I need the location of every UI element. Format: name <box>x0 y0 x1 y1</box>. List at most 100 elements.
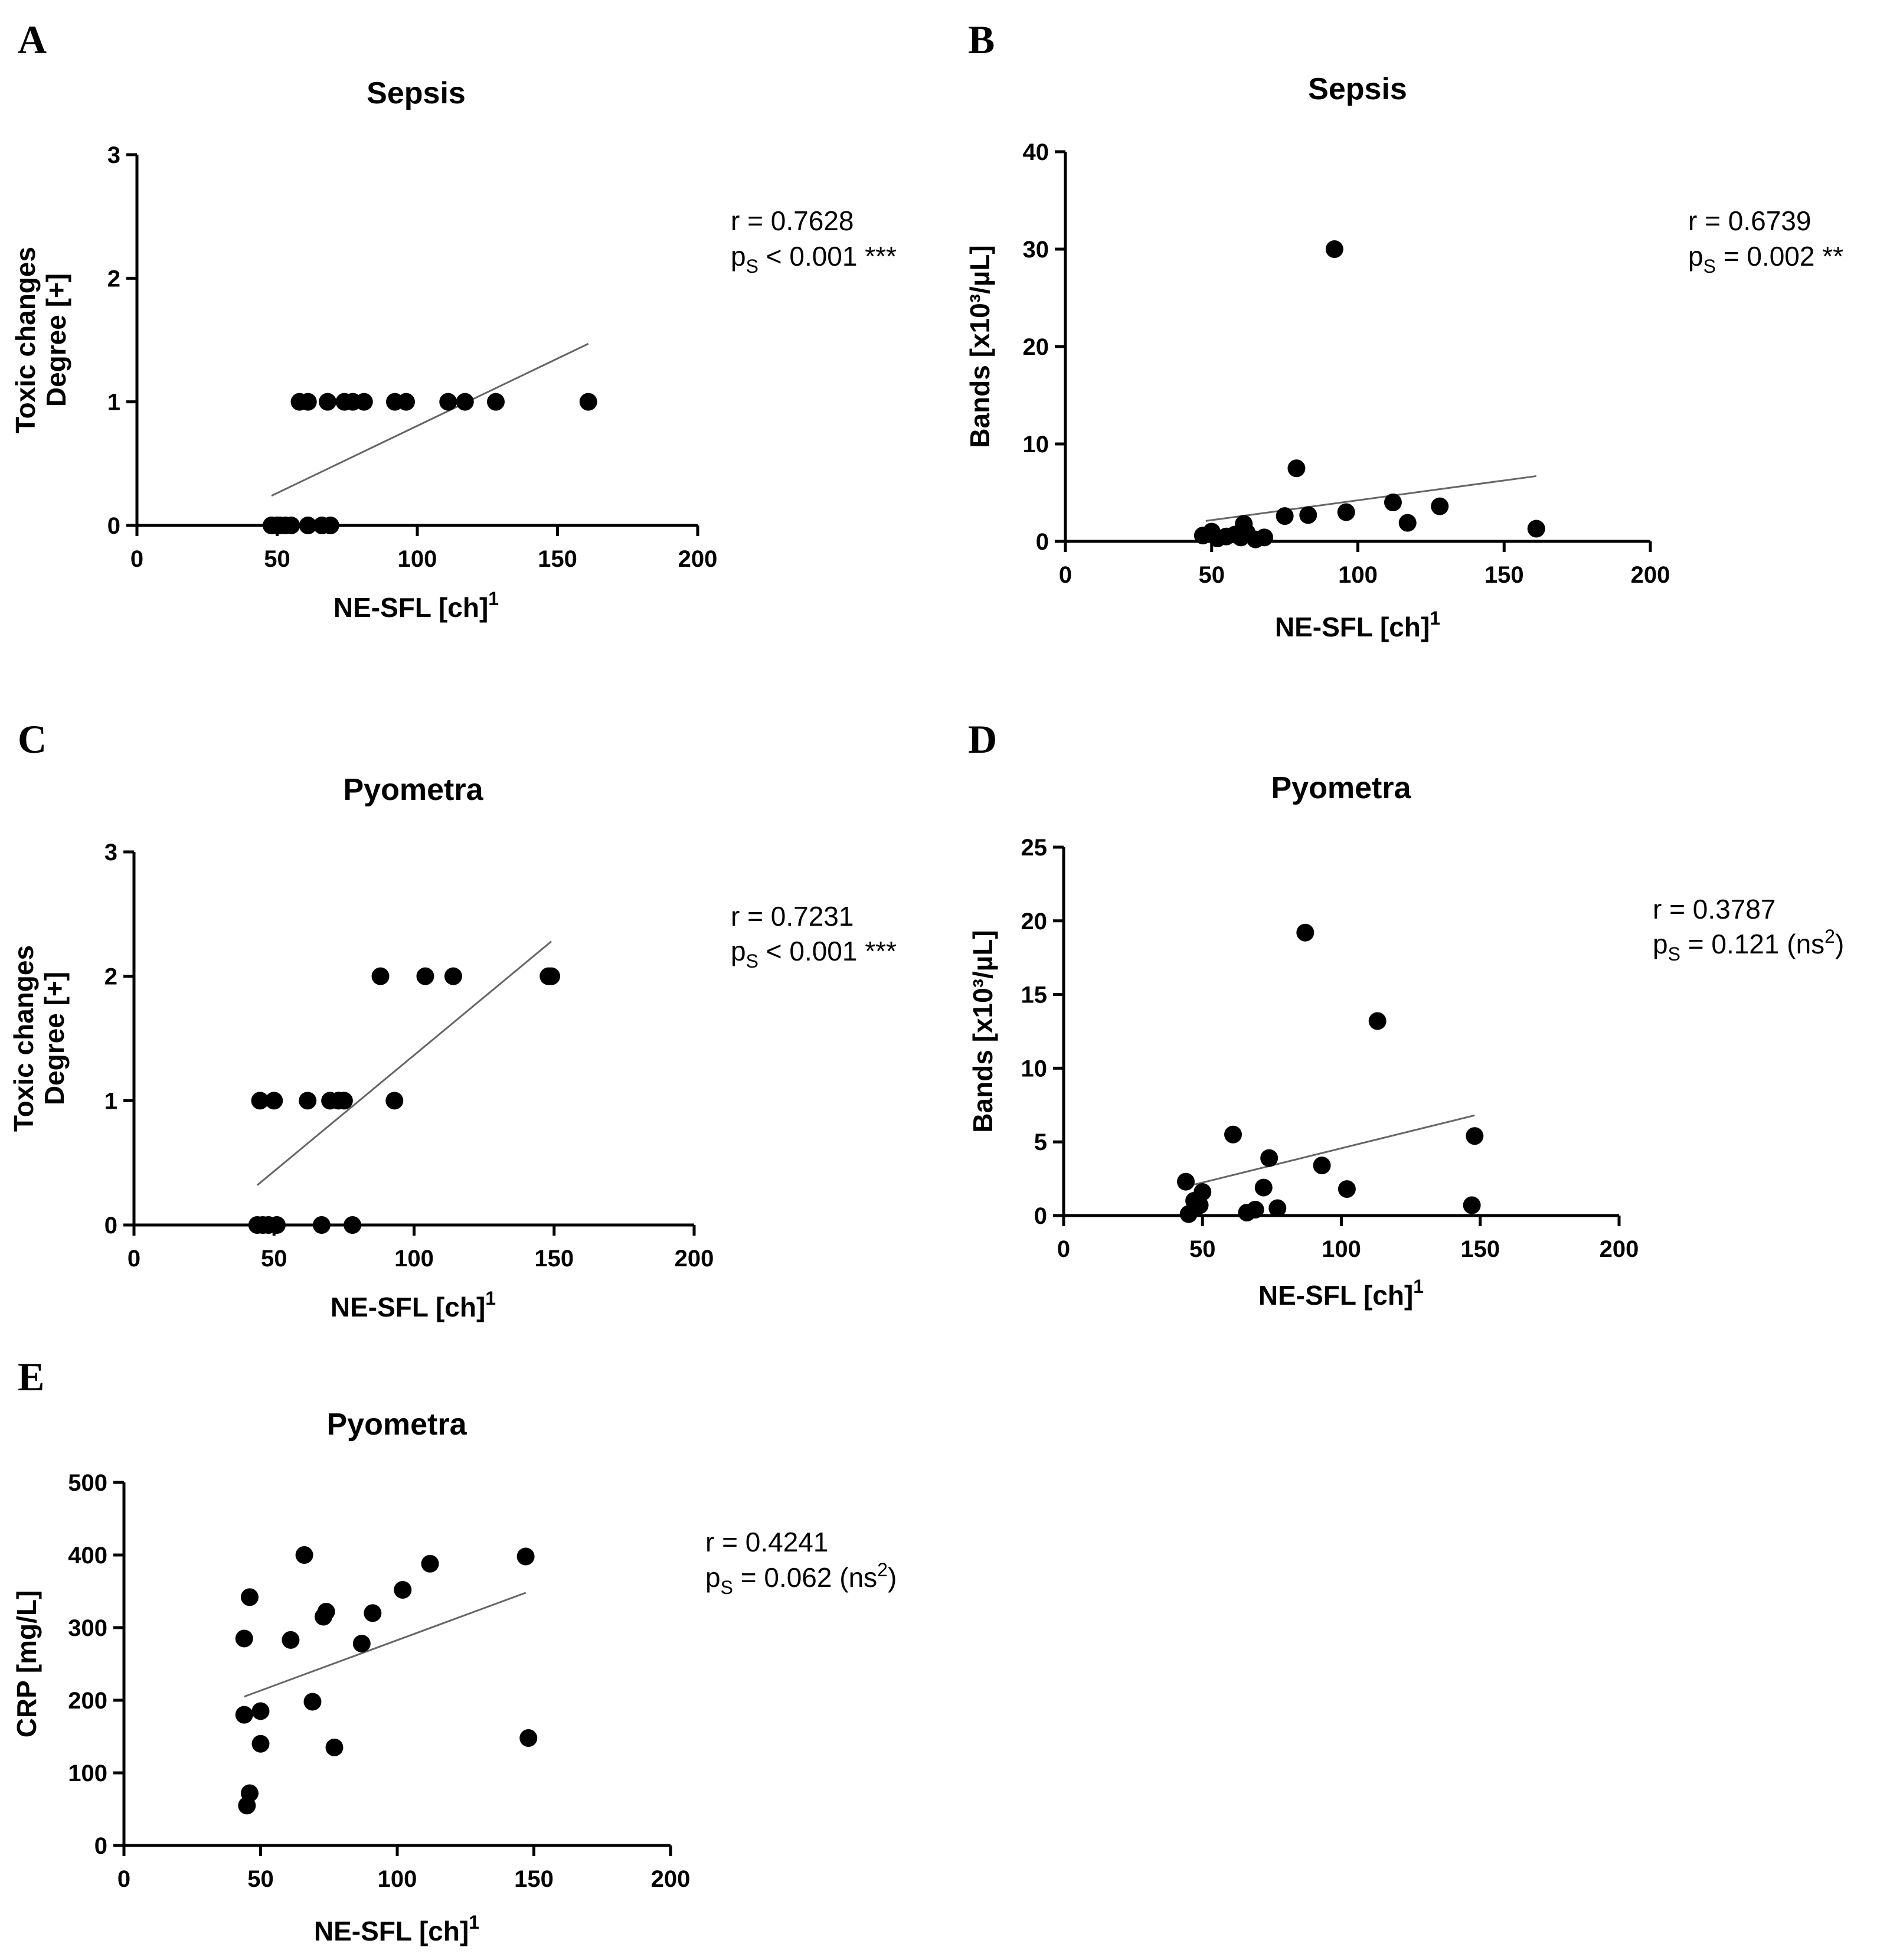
data-point <box>519 1729 538 1747</box>
data-point <box>1338 1180 1356 1198</box>
x-tick-label: 0 <box>117 1866 130 1892</box>
y-tick-label: 500 <box>68 1470 107 1496</box>
y-tick-label: 20 <box>1021 909 1048 935</box>
x-tick-label: 150 <box>514 1866 554 1892</box>
data-point <box>312 1216 331 1234</box>
y-tick-label: 25 <box>1021 835 1048 861</box>
x-tick-label: 100 <box>398 546 437 572</box>
x-tick-label: 200 <box>678 546 718 572</box>
data-point <box>299 1092 317 1110</box>
y-tick-label: 1 <box>107 390 120 416</box>
x-tick-label: 50 <box>264 546 290 572</box>
data-point <box>344 1216 362 1234</box>
panel-b: B Sepsis 0 50 100 150 200 0 10 20 30 40 Bands [x10³/… <box>964 17 1843 642</box>
data-point <box>295 1546 313 1564</box>
data-point <box>439 393 457 411</box>
data-point <box>516 1547 535 1566</box>
data-point <box>1384 494 1402 511</box>
x-axis-label: NE-SFL [ch]1 <box>331 1288 496 1322</box>
x-tick-label: 200 <box>675 1246 714 1272</box>
data-point <box>1527 520 1545 538</box>
y-tick-label: 200 <box>68 1688 107 1714</box>
data-point <box>1296 923 1315 942</box>
data-point <box>421 1554 439 1573</box>
data-point <box>394 1581 412 1599</box>
data-point <box>1287 459 1306 478</box>
x-tick-label: 0 <box>1059 562 1072 588</box>
data-point <box>1193 1183 1212 1201</box>
data-point <box>371 967 390 985</box>
data-point <box>325 1738 344 1756</box>
data-point <box>251 1702 270 1720</box>
y-axis-label: Bands [x10³/µL] <box>964 245 995 447</box>
y-tick-label: 10 <box>1023 432 1049 458</box>
x-axis-label: NE-SFL [ch]1 <box>333 588 499 623</box>
y-tick-label: 5 <box>1034 1129 1047 1155</box>
data-point <box>1246 1201 1264 1219</box>
x-tick-label: 0 <box>127 1246 140 1272</box>
data-point <box>355 393 373 411</box>
panel-letter: B <box>968 17 995 62</box>
data-point <box>444 967 462 985</box>
x-tick-label: 100 <box>394 1246 434 1272</box>
regression-line <box>256 940 552 1186</box>
data-point <box>251 1092 269 1110</box>
x-tick-label: 50 <box>247 1866 274 1892</box>
data-point <box>299 517 317 534</box>
x-tick-label: 50 <box>1189 1236 1216 1262</box>
y-tick-label: 3 <box>104 839 117 865</box>
x-tick-label: 100 <box>378 1866 417 1892</box>
y-tick-label: 15 <box>1021 982 1048 1008</box>
y-tick-label: 40 <box>1023 139 1049 165</box>
data-point <box>1299 506 1317 524</box>
data-point <box>487 393 505 411</box>
data-point <box>1313 1157 1331 1175</box>
data-point <box>1466 1127 1484 1145</box>
x-tick-label: 150 <box>534 1246 574 1272</box>
y-tick-label: 30 <box>1023 237 1049 263</box>
y-tick-label: 2 <box>107 266 120 292</box>
panel-c: C Pyometra 0 50 100 150 200 0 1 2 3 Toxic changesDe… <box>8 717 897 1322</box>
data-point <box>416 967 434 985</box>
y-tick-label: 100 <box>68 1760 107 1786</box>
y-tick-label: 0 <box>1034 1203 1047 1229</box>
stat-p: pS < 0.001 *** <box>731 241 897 277</box>
x-tick-label: 100 <box>1322 1236 1361 1262</box>
regression-line <box>1193 1114 1475 1186</box>
stat-r: r = 0.3787 <box>1653 894 1775 925</box>
regression-line <box>1205 475 1536 522</box>
panel-e: E Pyometra 0 50 100 150 200 0 100 200 300 400 500 CRP… <box>11 1354 897 1946</box>
data-point <box>1260 1149 1278 1167</box>
data-point <box>1268 1199 1287 1217</box>
data-point <box>235 1706 253 1724</box>
y-tick-label: 1 <box>104 1088 117 1114</box>
x-axis-label: NE-SFL [ch]1 <box>1275 607 1440 642</box>
y-tick-label: 10 <box>1021 1056 1048 1082</box>
data-point <box>1276 507 1294 525</box>
data-point <box>235 1629 253 1648</box>
data-point <box>1254 1178 1273 1197</box>
y-axis-label: Bands [x10³/µL] <box>967 930 998 1132</box>
data-point <box>364 1604 382 1622</box>
x-tick-label: 100 <box>1338 562 1378 588</box>
data-point <box>1224 1125 1242 1144</box>
data-point <box>317 1602 335 1621</box>
data-point <box>265 1092 283 1110</box>
x-tick-label: 0 <box>1057 1236 1070 1262</box>
panel-letter: D <box>968 717 997 762</box>
data-point <box>251 1734 270 1753</box>
panel-letter: E <box>18 1354 44 1399</box>
y-tick-label: 300 <box>68 1615 107 1641</box>
x-axis-label: NE-SFL [ch]1 <box>314 1912 479 1946</box>
data-point <box>1368 1012 1387 1030</box>
stat-p: pS < 0.001 *** <box>731 936 897 972</box>
x-tick-label: 50 <box>261 1246 287 1272</box>
data-point <box>1191 1196 1209 1214</box>
y-tick-label: 0 <box>104 1213 117 1239</box>
data-point <box>240 1588 259 1606</box>
data-point <box>282 517 300 534</box>
data-point <box>1177 1172 1195 1191</box>
stat-r: r = 0.7231 <box>731 901 854 932</box>
panel-letter: A <box>18 17 47 62</box>
